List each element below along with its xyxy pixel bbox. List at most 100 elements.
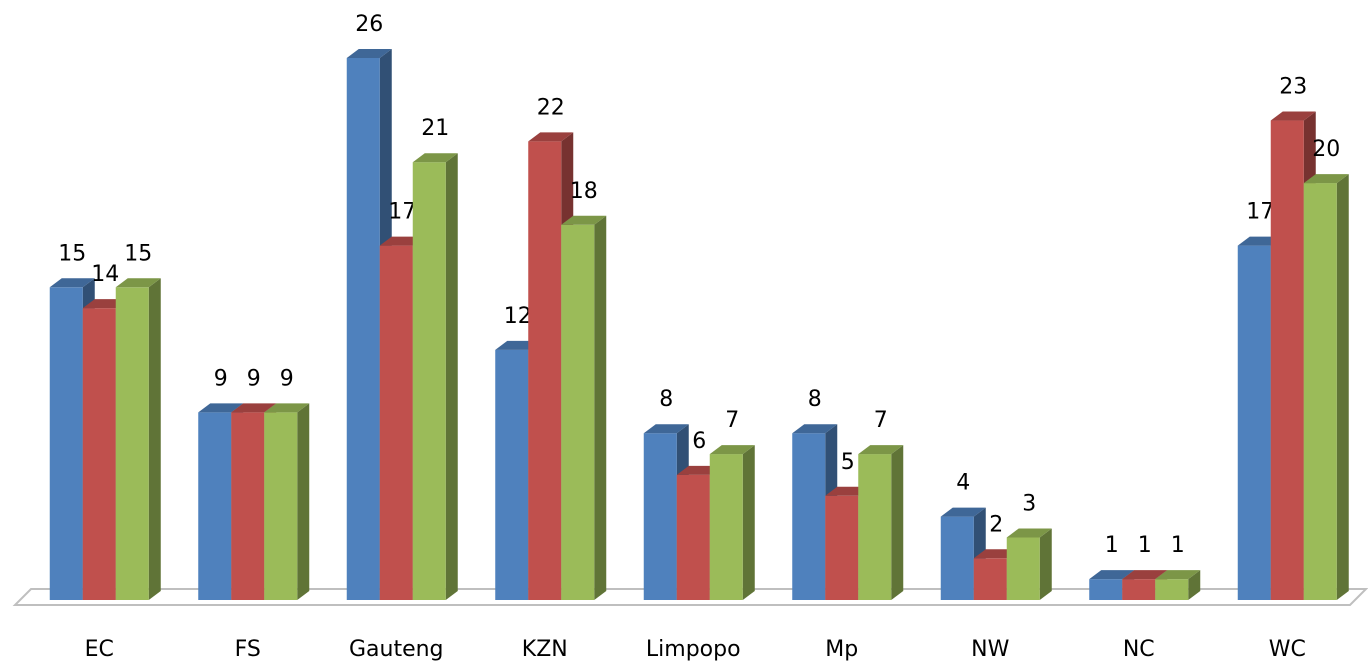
bar-side (742, 445, 755, 600)
bar-top (412, 153, 458, 163)
bar-front (858, 454, 892, 600)
data-label: 1 (1171, 533, 1185, 558)
bar-front (1089, 579, 1123, 600)
bar-side (1188, 570, 1201, 600)
data-label: 8 (659, 387, 673, 412)
data-label: 1 (1105, 533, 1119, 558)
bar-top (1006, 528, 1052, 538)
bar-top (1270, 111, 1316, 121)
bar-side (445, 153, 458, 600)
bar-top (940, 507, 986, 517)
bar-front (973, 558, 1007, 600)
data-label: 22 (537, 95, 565, 120)
data-label: 18 (570, 179, 598, 204)
data-label: 26 (355, 12, 383, 37)
data-label: 17 (1246, 200, 1274, 225)
data-label: 2 (989, 512, 1003, 537)
x-tick-label: Mp (825, 637, 858, 662)
bar-front (528, 141, 562, 600)
bar-front (1237, 245, 1271, 600)
bar-front (198, 412, 232, 600)
bar-front (1122, 579, 1156, 600)
x-tick-label: KZN (522, 637, 568, 662)
x-tick-label: EC (85, 637, 114, 662)
bar-front (115, 287, 149, 600)
bar-top (1155, 570, 1201, 580)
bar (792, 424, 838, 600)
data-label: 1 (1138, 533, 1152, 558)
data-label: 17 (388, 200, 416, 225)
bar (709, 445, 755, 600)
bar-front (1303, 183, 1337, 601)
bar-side (594, 215, 607, 600)
bar-top (264, 403, 310, 413)
bar-front (495, 349, 529, 600)
x-tick-label: WC (1269, 637, 1306, 662)
bar-front (412, 162, 446, 600)
bar (561, 215, 607, 600)
bar-front (346, 58, 380, 600)
bar-top (1089, 570, 1135, 580)
x-tick-label: NC (1123, 637, 1155, 662)
bar-front (709, 454, 743, 600)
data-label: 4 (956, 471, 970, 496)
bar-side (148, 278, 161, 600)
bar (264, 403, 310, 600)
bar-side (297, 403, 310, 600)
data-label: 23 (1279, 75, 1307, 100)
x-tick-label: Gauteng (349, 637, 444, 662)
bar-top (115, 278, 161, 288)
data-label: 21 (421, 116, 449, 141)
bar (1155, 570, 1201, 600)
bar (1303, 174, 1349, 601)
data-label: 6 (692, 429, 706, 454)
data-label: 20 (1312, 137, 1340, 162)
bar-front (940, 516, 974, 600)
data-label: 12 (504, 304, 532, 329)
data-label: 7 (874, 408, 888, 433)
data-label: 9 (214, 366, 228, 391)
x-tick-label: FS (235, 637, 261, 662)
data-label: 15 (58, 241, 86, 266)
bar-top (346, 49, 392, 58)
bar-top (709, 445, 755, 455)
bar (412, 153, 458, 600)
bar (115, 278, 161, 600)
bar-top (1303, 174, 1349, 184)
bar-front (49, 287, 83, 600)
bar-front (231, 412, 265, 600)
bar-top (231, 403, 277, 413)
bar-front (1155, 579, 1189, 600)
data-label: 9 (280, 366, 294, 391)
data-label: 15 (124, 241, 152, 266)
bar-front (1006, 537, 1040, 600)
bar-top (49, 278, 95, 288)
bar-side (891, 445, 904, 600)
bar (858, 445, 904, 600)
x-tick-label: NW (971, 637, 1009, 662)
data-label: 3 (1022, 491, 1036, 516)
bar-front (676, 474, 710, 600)
bar-top (858, 445, 904, 455)
bar-top (792, 424, 838, 434)
bar-front (561, 224, 595, 600)
data-label: 8 (808, 387, 822, 412)
data-label: 14 (91, 262, 119, 287)
bar-front (379, 245, 413, 600)
bar-front (643, 433, 677, 600)
bar-top (561, 215, 607, 225)
bar-side (1039, 528, 1052, 600)
bar-front (1270, 120, 1304, 601)
bar-top (528, 132, 574, 142)
x-tick-label: Limpopo (646, 637, 741, 662)
bar-front (792, 433, 826, 600)
bar-front (82, 308, 116, 600)
bar (1006, 528, 1052, 600)
bar-side (1336, 174, 1349, 601)
bar-top (1122, 570, 1168, 580)
bar-top (198, 403, 244, 413)
bar-top (643, 424, 689, 434)
bar-front (825, 495, 859, 600)
